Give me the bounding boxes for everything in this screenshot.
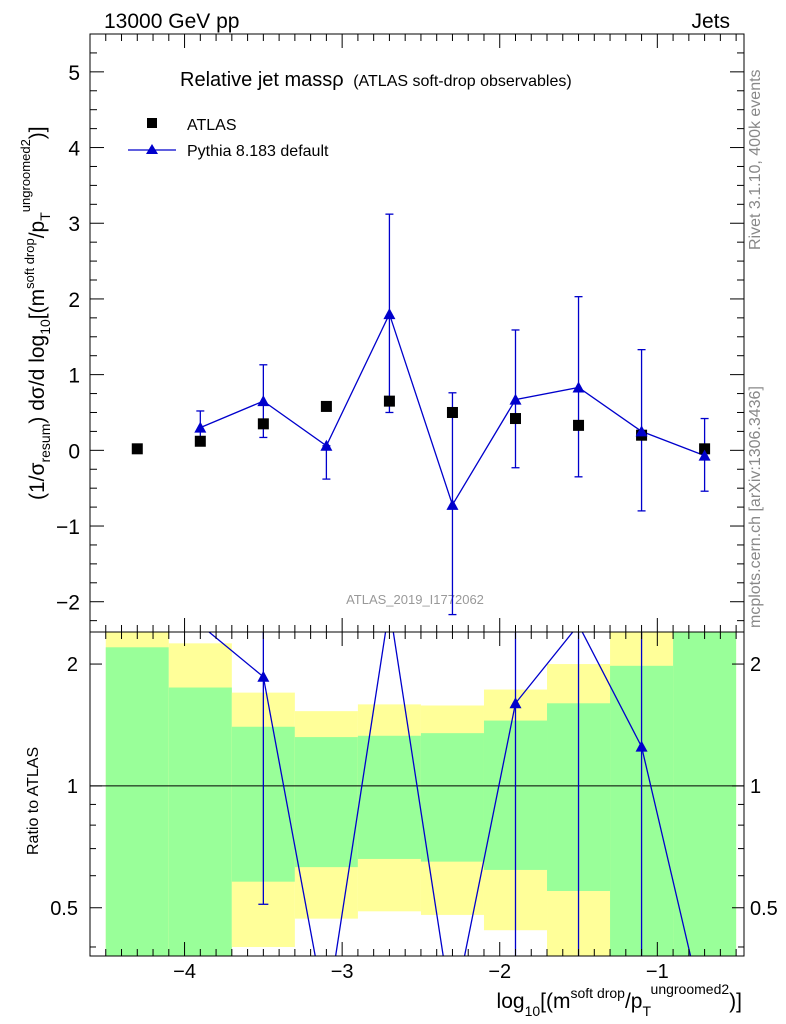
ratio-ytick-label-right: 2 — [750, 654, 761, 676]
main-ytick-label: 2 — [68, 289, 80, 312]
atlas-point — [320, 400, 332, 412]
main-ytick-label: −2 — [56, 592, 80, 615]
atlas-point — [257, 418, 269, 430]
ylabel-part-6: soft drop — [22, 238, 37, 289]
ylabel-part-5: [(m — [26, 289, 49, 319]
ratio-xtick-label: −4 — [173, 961, 196, 983]
pythia-point — [446, 498, 459, 510]
main-y-axis-label: (1/σresum) dσ/d log10[(msoft drop/pTungr… — [18, 126, 53, 500]
ylabel-part-1: (1/σ — [26, 462, 49, 500]
header-right-label: Jets — [691, 10, 730, 33]
main-ytick-label: 0 — [68, 440, 80, 463]
atlas-point — [383, 395, 395, 407]
ratio-band-green — [420, 733, 484, 862]
ylabel-part-3: ) dσ/d log — [26, 335, 49, 424]
ylabel-part-4: 10 — [37, 319, 53, 335]
ratio-ytick-label-left: 2 — [67, 654, 78, 676]
rivet-side-label: Rivet 3.1.10, 400k events — [747, 69, 764, 250]
xlabel-part-4: soft drop — [570, 985, 625, 1001]
ylabel-part-7: /p — [26, 221, 49, 239]
ylabel-part-11: ) — [26, 132, 49, 139]
xlabel-part-2: 10 — [525, 1003, 541, 1019]
pythia-point — [572, 381, 585, 393]
ylabel-part-9: ungroomed — [18, 146, 33, 212]
xlabel-part-6: T — [642, 1003, 651, 1019]
watermark-label: ATLAS_2019_I1772062 — [346, 592, 484, 607]
ratio-point — [257, 670, 270, 682]
ratio-band-green — [168, 687, 232, 956]
main-ytick-label: 3 — [68, 213, 80, 236]
ratio-x-axis-label: log10[(msoft drop/pTungroomed2)] — [497, 981, 742, 1019]
ratio-plot-frame — [89, 631, 745, 957]
atlas-point — [131, 443, 143, 455]
ylabel-part-8: T — [37, 212, 53, 221]
xlabel-part-10: ] — [736, 990, 742, 1013]
ratio-point — [635, 740, 648, 752]
ratio-band-green — [357, 735, 421, 859]
ylabel-part-10: 2 — [18, 139, 33, 146]
main-ytick-label: 5 — [68, 62, 80, 85]
legend-pythia-marker — [146, 144, 158, 154]
ratio-ytick-label-left: 1 — [67, 776, 78, 798]
atlas-point — [194, 435, 206, 447]
xlabel-part-5: /p — [625, 990, 643, 1013]
ratio-ytick-label-left: 0.5 — [50, 898, 78, 920]
mcplots-side-label: mcplots.cern.ch [arXiv:1306.3436] — [747, 386, 764, 628]
ratio-xtick-label: −1 — [646, 961, 669, 983]
atlas-point — [573, 419, 585, 431]
xlabel-part-3: [(m — [540, 990, 570, 1013]
ratio-band-green — [673, 632, 737, 956]
ylabel-part-12: ] — [26, 126, 49, 132]
pythia-point — [635, 425, 648, 437]
xlabel-part-7: ungroomed — [651, 981, 722, 997]
pythia-point — [257, 395, 270, 407]
ratio-xtick-label: −3 — [331, 961, 354, 983]
pythia-point — [194, 421, 207, 433]
main-ytick-label: 4 — [68, 138, 80, 161]
atlas-point — [509, 413, 521, 425]
ratio-series — [207, 632, 692, 956]
ratio-point — [509, 697, 522, 709]
xlabel-part-1: log — [497, 990, 525, 1013]
main-title-text: Relative jet massρ — [180, 69, 344, 91]
xlabel-part-9: ) — [729, 990, 736, 1013]
main-series — [131, 213, 711, 616]
ratio-y-axis-label: Ratio to ATLAS — [25, 747, 42, 855]
ratio-ytick-label-right: 0.5 — [750, 898, 778, 920]
ratio-panel: Ratio to ATLAS log10[(msoft drop/pTungro… — [25, 631, 778, 1019]
main-panel: Relative jet massρ (ATLAS soft-drop obse… — [18, 33, 745, 633]
header-left-label: 13000 GeV pp — [104, 10, 239, 33]
atlas-point — [446, 406, 458, 418]
ratio-ytick-label-right: 1 — [750, 776, 761, 798]
ylabel-part-2: resum — [37, 424, 53, 463]
legend-pythia-label: Pythia 8.183 default — [187, 143, 329, 160]
main-title-subtext: (ATLAS soft-drop observables) — [353, 73, 571, 90]
xlabel-part-8: 2 — [721, 981, 729, 997]
ratio-band-green — [105, 647, 169, 956]
pythia-point — [509, 393, 522, 405]
ratio-series-line — [207, 632, 692, 956]
legend-atlas-marker — [147, 118, 157, 128]
main-plot-title: Relative jet massρ (ATLAS soft-drop obse… — [180, 69, 572, 91]
legend: ATLAS Pythia 8.183 default — [128, 117, 329, 160]
main-ytick-label: 1 — [68, 365, 80, 388]
main-ytick-label: −1 — [56, 516, 80, 539]
legend-atlas-label: ATLAS — [187, 117, 237, 134]
atlas-point — [699, 443, 711, 455]
ratio-xtick-label: −2 — [488, 961, 511, 983]
pythia-point — [383, 308, 396, 320]
ratio-band-green — [294, 737, 358, 868]
pythia-point — [320, 439, 333, 451]
pythia-point — [698, 449, 711, 461]
